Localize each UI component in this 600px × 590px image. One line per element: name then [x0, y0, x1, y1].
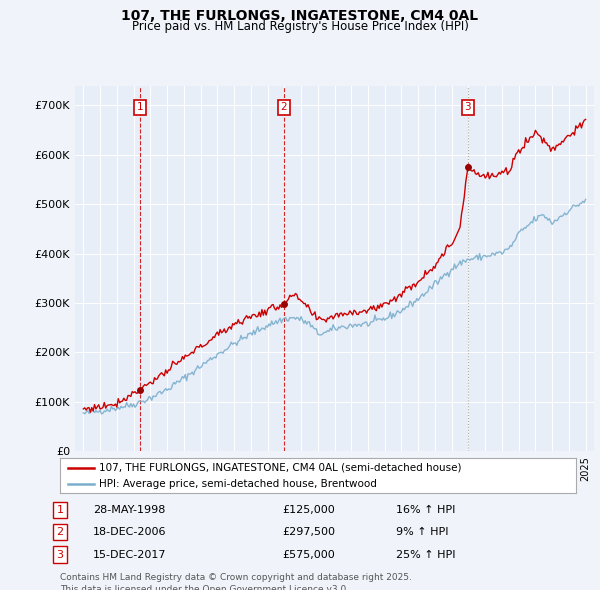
Text: 2: 2 [280, 103, 287, 113]
Text: 1: 1 [56, 505, 64, 514]
Text: Price paid vs. HM Land Registry's House Price Index (HPI): Price paid vs. HM Land Registry's House … [131, 20, 469, 33]
Text: 3: 3 [56, 550, 64, 559]
Text: 1: 1 [137, 103, 143, 113]
Text: 3: 3 [464, 103, 471, 113]
Text: Contains HM Land Registry data © Crown copyright and database right 2025.
This d: Contains HM Land Registry data © Crown c… [60, 573, 412, 590]
Text: 2: 2 [56, 527, 64, 537]
Text: 28-MAY-1998: 28-MAY-1998 [93, 505, 166, 514]
Text: 107, THE FURLONGS, INGATESTONE, CM4 0AL (semi-detached house): 107, THE FURLONGS, INGATESTONE, CM4 0AL … [98, 463, 461, 473]
Text: 15-DEC-2017: 15-DEC-2017 [93, 550, 167, 559]
Text: 25% ↑ HPI: 25% ↑ HPI [396, 550, 455, 559]
Text: 9% ↑ HPI: 9% ↑ HPI [396, 527, 449, 537]
Text: £575,000: £575,000 [282, 550, 335, 559]
Text: £125,000: £125,000 [282, 505, 335, 514]
Text: HPI: Average price, semi-detached house, Brentwood: HPI: Average price, semi-detached house,… [98, 479, 377, 489]
Text: 16% ↑ HPI: 16% ↑ HPI [396, 505, 455, 514]
Text: £297,500: £297,500 [282, 527, 335, 537]
Text: 18-DEC-2006: 18-DEC-2006 [93, 527, 167, 537]
Text: 107, THE FURLONGS, INGATESTONE, CM4 0AL: 107, THE FURLONGS, INGATESTONE, CM4 0AL [121, 9, 479, 23]
